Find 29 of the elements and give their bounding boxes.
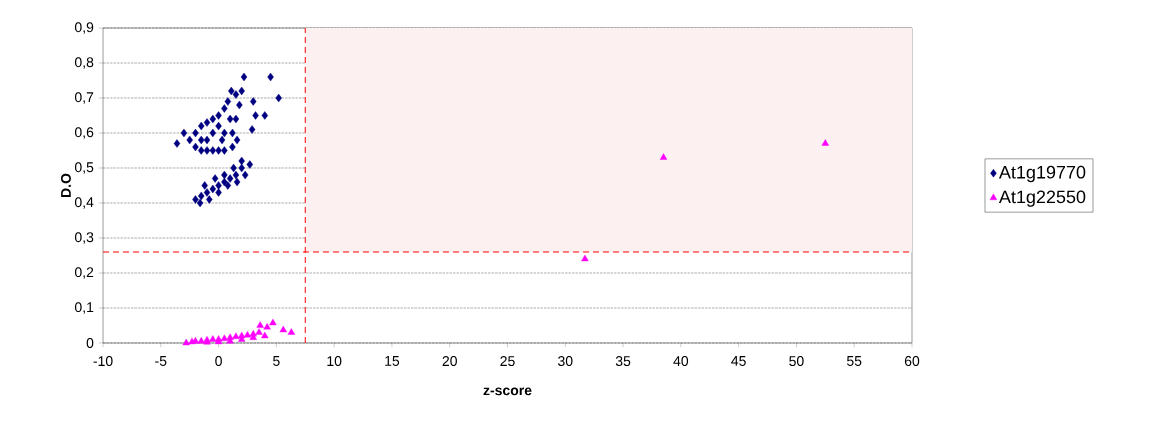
y-tick-label: 0,2 <box>74 267 94 279</box>
y-tick-label: 0,9 <box>74 22 94 34</box>
x-tick-label: 55 <box>846 356 862 366</box>
x-tick-label: 30 <box>558 356 573 367</box>
x-tick-label: 20 <box>442 356 457 367</box>
x-tick-label: 5 <box>273 356 280 366</box>
x-tick-label: 0 <box>215 356 222 367</box>
x-tick-label: 35 <box>615 356 631 367</box>
y-tick-label: 0,5 <box>74 162 94 174</box>
legend-label: At1g19770 <box>998 165 1086 183</box>
x-tick-label: 10 <box>327 356 342 367</box>
y-tick-label: 0,1 <box>74 302 94 314</box>
y-tick-label: 0,3 <box>74 232 94 244</box>
x-tick-label: -5 <box>155 356 167 366</box>
y-axis-title: D.O <box>60 173 71 197</box>
x-tick-label: 15 <box>385 356 400 366</box>
y-tick-label: 0,6 <box>74 127 94 139</box>
y-tick-label: 0,8 <box>74 57 94 69</box>
x-tick-label: 50 <box>789 356 804 367</box>
legend-label: At1g22550 <box>998 190 1086 207</box>
y-tick-label: 0,4 <box>74 197 94 209</box>
y-tick-label: 0,7 <box>74 92 94 104</box>
x-tick-label: 45 <box>731 356 746 366</box>
x-tick-label: 25 <box>500 356 515 367</box>
x-tick-label: 40 <box>673 356 689 367</box>
x-tick-label: 60 <box>904 356 920 367</box>
x-axis-title: z-score <box>483 387 532 396</box>
y-tick-label: 0 <box>86 338 94 348</box>
x-tick-label: -10 <box>93 356 113 367</box>
